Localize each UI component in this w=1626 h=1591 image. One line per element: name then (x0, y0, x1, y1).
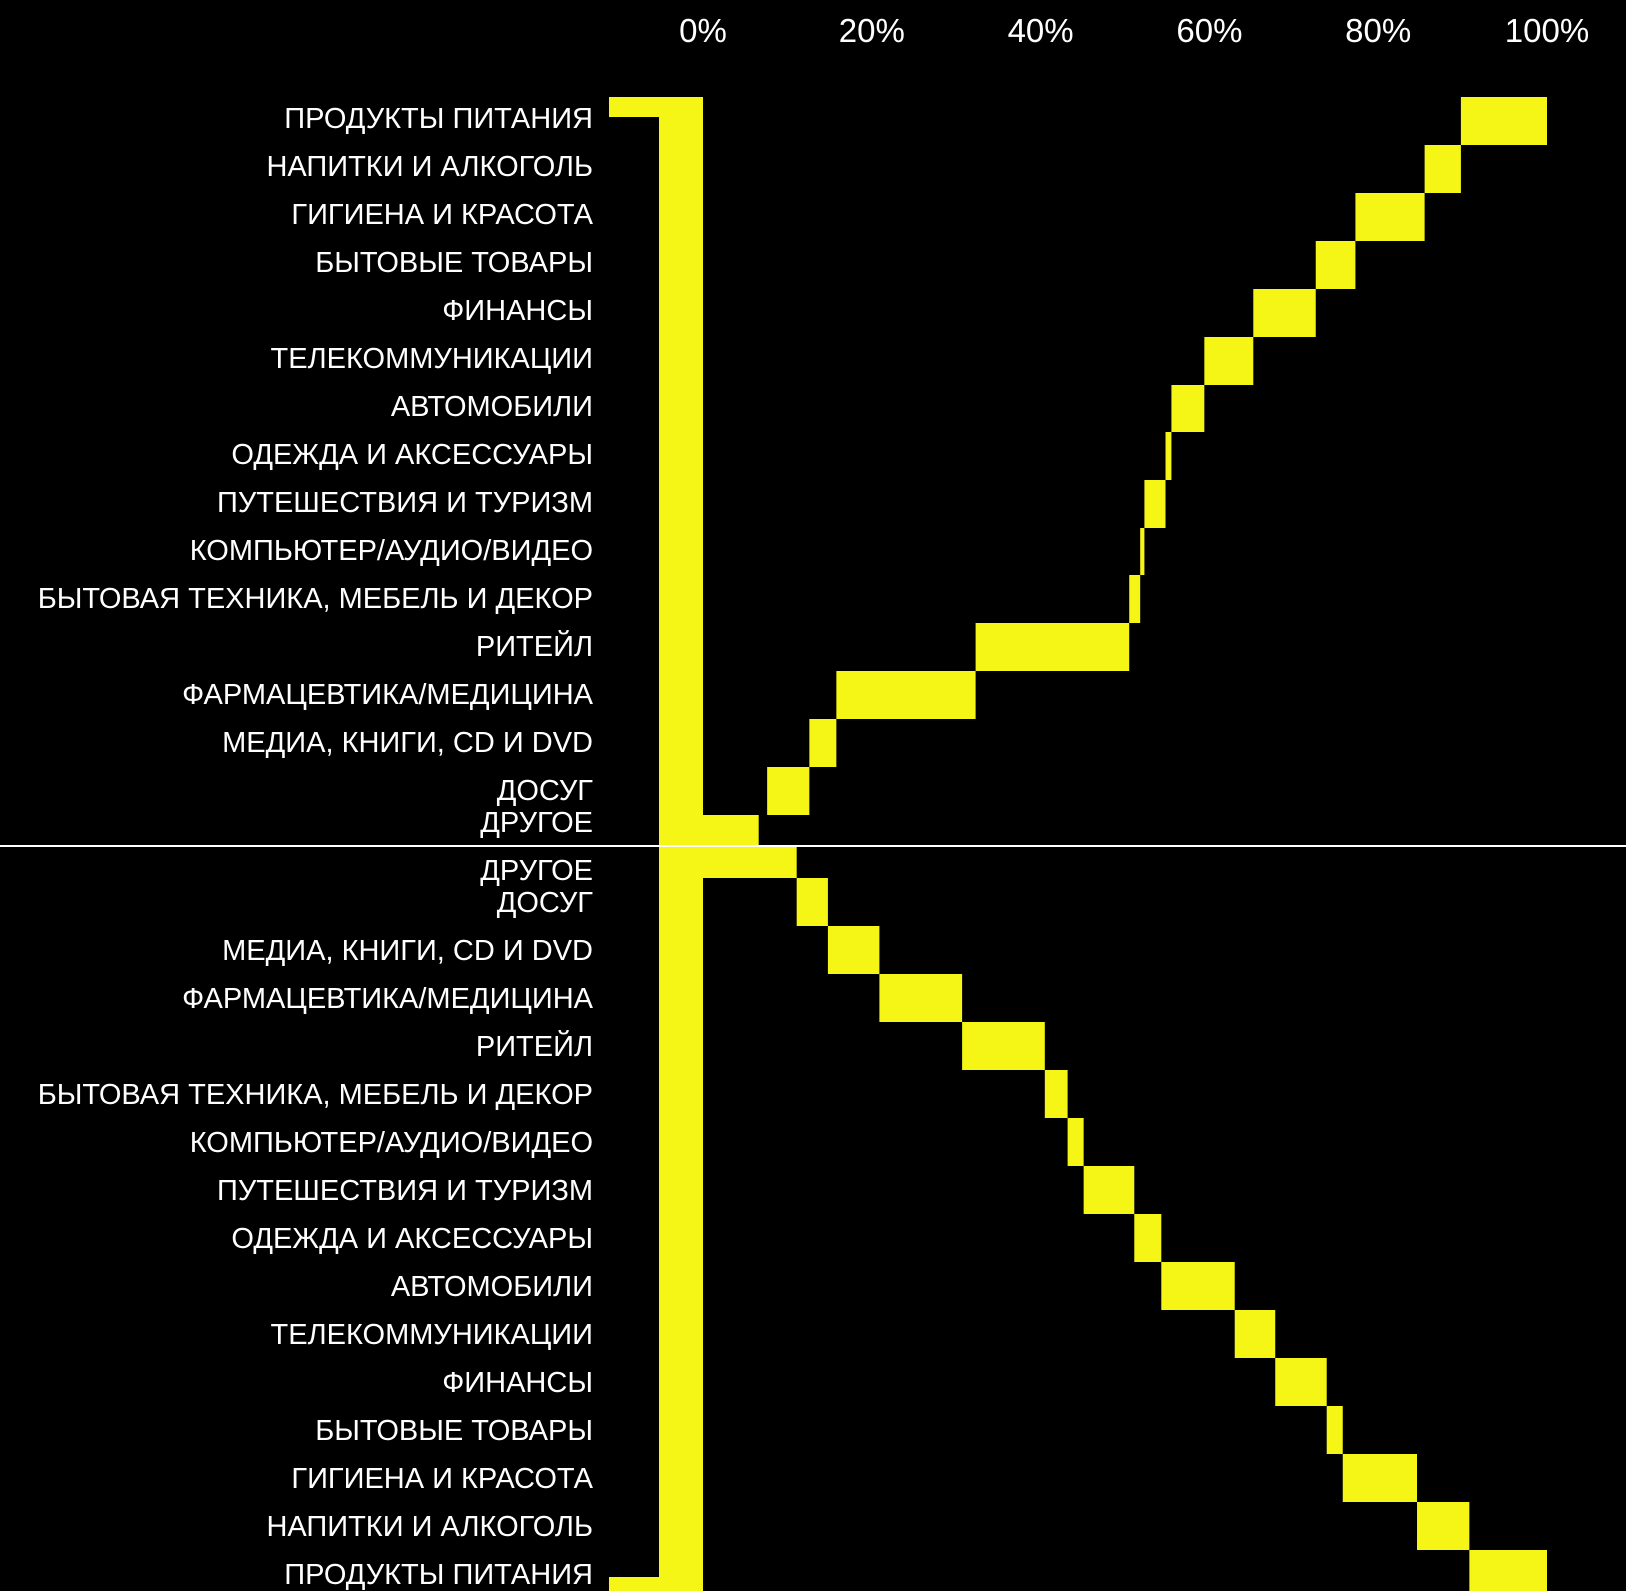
category-label: ОДЕЖДА И АКСЕССУАРЫ (231, 1223, 593, 1255)
category-label: АВТОМОБИЛИ (391, 391, 593, 423)
bar-segment (1161, 1262, 1235, 1310)
bar-segment (836, 671, 976, 719)
bar-segment (975, 623, 1130, 671)
bar-segment (1469, 1550, 1547, 1591)
x-tick-label: 100% (1505, 12, 1589, 49)
bar-segment (796, 878, 828, 926)
category-label: БЫТОВАЯ ТЕХНИКА, МЕБЕЛЬ И ДЕКОР (38, 583, 593, 615)
category-label: ПУТЕШЕСТВИЯ И ТУРИЗМ (217, 487, 593, 519)
bar-segment (1275, 1358, 1327, 1406)
bar-segment (1134, 1214, 1162, 1262)
x-tick-label: 0% (679, 12, 727, 49)
bar-segment (1424, 145, 1461, 193)
bar-segment (827, 926, 880, 974)
category-label: РИТЕЙЛ (476, 1029, 593, 1063)
y-axis-bar (659, 97, 703, 1591)
y-axis-top-cap (609, 97, 703, 117)
bar-segment (809, 719, 837, 767)
x-tick-label: 60% (1176, 12, 1242, 49)
bar-segment (1171, 385, 1205, 432)
bar-segment (1140, 528, 1145, 575)
bar-segment (1129, 575, 1141, 623)
category-label: НАПИТКИ И АЛКОГОЛЬ (266, 151, 593, 183)
category-label: ФИНАНСЫ (442, 1367, 593, 1399)
category-label: ПРОДУКТЫ ПИТАНИЯ (284, 103, 593, 135)
category-label: НАПИТКИ И АЛКОГОЛЬ (266, 1511, 593, 1543)
bars (609, 97, 1547, 1591)
bar-segment (1326, 1406, 1343, 1454)
bar-segment (1067, 1118, 1084, 1166)
category-label: РИТЕЙЛ (476, 629, 593, 663)
category-label: ОДЕЖДА И АКСЕССУАРЫ (231, 439, 593, 471)
bar-segment (1044, 1070, 1068, 1118)
bar-segment (1253, 289, 1316, 337)
category-label: МЕДИА, КНИГИ, CD И DVD (222, 727, 593, 759)
category-label: МЕДИА, КНИГИ, CD И DVD (222, 935, 593, 967)
bar-segment (1355, 193, 1425, 241)
category-label: ПУТЕШЕСТВИЯ И ТУРИЗМ (217, 1175, 593, 1207)
bar-segment (1144, 480, 1166, 528)
bar-segment (1165, 432, 1172, 480)
x-tick-label: 80% (1345, 12, 1411, 49)
category-label: АВТОМОБИЛИ (391, 1271, 593, 1303)
category-label: ДРУГОЕ (480, 807, 593, 839)
category-label: ПРОДУКТЫ ПИТАНИЯ (284, 1559, 593, 1591)
bar-segment (703, 815, 759, 847)
bar-segment (703, 847, 797, 878)
category-label: ДРУГОЕ (480, 855, 593, 887)
bar-segment (1342, 1454, 1418, 1502)
x-tick-label: 40% (1008, 12, 1074, 49)
category-label: ФИНАНСЫ (442, 295, 593, 327)
category-label: ГИГИЕНА И КРАСОТА (291, 199, 593, 231)
category-label: КОМПЬЮТЕР/АУДИО/ВИДЕО (190, 1127, 593, 1159)
category-label: ФАРМАЦЕВТИКА/МЕДИЦИНА (182, 679, 594, 711)
bar-segment (1460, 97, 1547, 145)
y-axis-bottom-cap (609, 1577, 703, 1591)
bar-segment (879, 974, 963, 1022)
category-label: ТЕЛЕКОММУНИКАЦИИ (271, 1319, 593, 1351)
category-label: БЫТОВЫЕ ТОВАРЫ (315, 247, 593, 279)
bar-segment (1083, 1166, 1135, 1214)
category-label: ГИГИЕНА И КРАСОТА (291, 1463, 593, 1495)
category-label: ДОСУГ (497, 887, 594, 919)
category-label: ФАРМАЦЕВТИКА/МЕДИЦИНА (182, 983, 594, 1015)
category-label: КОМПЬЮТЕР/АУДИО/ВИДЕО (190, 535, 593, 567)
x-tick-label: 20% (839, 12, 905, 49)
bar-segment (1204, 337, 1254, 385)
category-label: ТЕЛЕКОММУНИКАЦИИ (271, 343, 593, 375)
category-label: БЫТОВЫЕ ТОВАРЫ (315, 1415, 593, 1447)
bar-segment (1315, 241, 1356, 289)
x-axis-ticks: 0% 20% 40% 60% 80% 100% (679, 12, 1589, 49)
bar-segment (1234, 1310, 1276, 1358)
category-labels: ПРОДУКТЫ ПИТАНИЯ НАПИТКИ И АЛКОГОЛЬ ГИГИЕН… (38, 103, 594, 1591)
bar-segment (767, 767, 810, 815)
category-label: БЫТОВАЯ ТЕХНИКА, МЕБЕЛЬ И ДЕКОР (38, 1079, 593, 1111)
bar-segment (962, 1022, 1045, 1070)
category-label: ДОСУГ (497, 775, 594, 807)
bar-segment (1417, 1502, 1470, 1550)
